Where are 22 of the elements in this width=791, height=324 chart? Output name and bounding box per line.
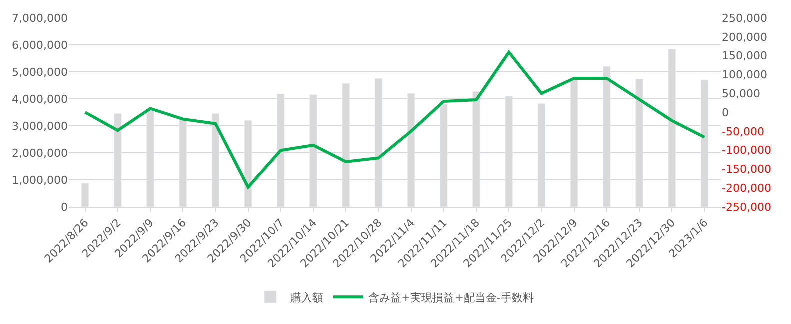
y-tick-label: 4,000,000 — [12, 92, 68, 106]
y2-tick-label: -150,000 — [722, 163, 772, 176]
y-tick-label: 1,000,000 — [12, 174, 68, 187]
y2-tick-label: 250,000 — [722, 12, 768, 25]
y-tick-label: 6,000,000 — [12, 38, 68, 52]
y2-tick-label: 50,000 — [722, 87, 760, 100]
y-tick-label: 5,000,000 — [12, 66, 68, 79]
y2-tick-label: -50,000 — [722, 125, 764, 138]
y2-tick-label: 200,000 — [722, 30, 768, 44]
legend-label: 購入額 — [290, 291, 324, 304]
legend-label: 含み益+実現損益+配当金-手数料 — [368, 291, 534, 304]
y2-tick-label: -200,000 — [722, 182, 772, 195]
y-tick-label: 2,000,000 — [12, 146, 68, 160]
line-series — [84, 50, 706, 189]
y-tick-label: 7,000,000 — [12, 12, 68, 25]
y2-tick-label: 100,000 — [722, 68, 768, 82]
y2-tick-label: 0 — [722, 106, 729, 120]
y2-tick-label: -250,000 — [722, 200, 772, 214]
y2-tick-label: 150,000 — [722, 50, 768, 63]
y2-tick-label: -100,000 — [722, 144, 772, 158]
y-tick-label: 0 — [61, 200, 68, 214]
y-tick-label: 3,000,000 — [12, 120, 68, 133]
